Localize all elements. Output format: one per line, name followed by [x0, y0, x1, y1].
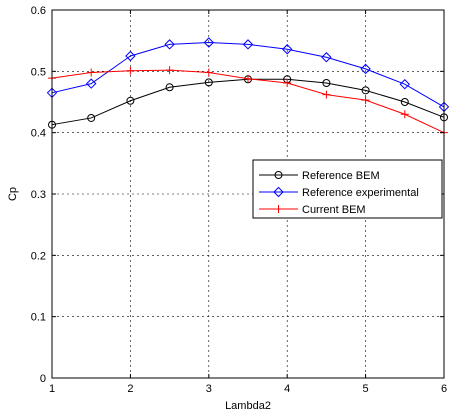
y-tick-label: 0.1: [31, 312, 46, 324]
series-layer: [46, 37, 450, 137]
series-line: [51, 42, 445, 108]
data-point: [87, 113, 96, 122]
legend-marker: [274, 205, 283, 213]
data-point: [400, 98, 409, 106]
x-tick-label: 6: [441, 383, 447, 395]
tick-labels: 1 2 3 4 5 6 0 0.1 0.2 0.3 0.4 0.5 0.6: [31, 5, 447, 395]
y-tick-label: 0.3: [31, 189, 46, 201]
x-tick-label: 4: [284, 383, 290, 395]
data-point: [126, 96, 135, 105]
data-point: [322, 90, 331, 99]
data-point: [281, 44, 293, 55]
data-point: [126, 66, 135, 75]
data-point: [204, 68, 213, 77]
y-axis-title: Cp: [7, 187, 19, 201]
x-tick-label: 3: [206, 383, 212, 395]
legend-entry-0: Reference BEM: [259, 170, 380, 182]
x-tick-label: 1: [49, 383, 55, 395]
legend-label: Reference experimental: [302, 187, 419, 199]
data-point: [360, 63, 371, 75]
legend: Reference BEM Reference experimental Curre…: [252, 159, 443, 219]
data-point: [87, 68, 96, 77]
y-tick-label: 0.4: [31, 128, 46, 140]
legend-marker: [274, 171, 283, 179]
legend-entry-1: Reference experimental: [259, 186, 419, 199]
data-point: [125, 50, 136, 62]
data-point: [400, 110, 409, 119]
x-tick-label: 2: [127, 383, 133, 395]
data-point: [283, 78, 292, 87]
data-point: [165, 83, 174, 92]
data-point: [164, 39, 175, 50]
data-point: [165, 66, 174, 75]
y-tick-label: 0.6: [31, 5, 46, 17]
data-point: [204, 78, 213, 87]
legend-marker: [273, 186, 284, 198]
series-2: [48, 66, 448, 137]
data-point: [203, 37, 215, 48]
data-point: [244, 74, 252, 83]
data-point: [399, 79, 411, 90]
legend-label: Reference BEM: [302, 170, 380, 182]
x-axis-title: Lambda2: [225, 400, 271, 412]
legend-entry-2: Current BEM: [259, 204, 366, 216]
y-tick-label: 0.2: [31, 250, 46, 262]
legend-box: [252, 159, 443, 219]
legend-label: Current BEM: [302, 204, 366, 216]
data-point: [321, 52, 332, 63]
x-tick-label: 5: [363, 383, 369, 395]
data-point: [361, 86, 370, 95]
y-tick-label: 0: [40, 373, 46, 385]
data-point: [322, 78, 331, 87]
y-tick-label: 0.5: [31, 66, 46, 78]
data-point: [242, 39, 254, 50]
data-point: [85, 78, 97, 89]
ticks: [51, 9, 445, 379]
data-point: [361, 96, 370, 105]
